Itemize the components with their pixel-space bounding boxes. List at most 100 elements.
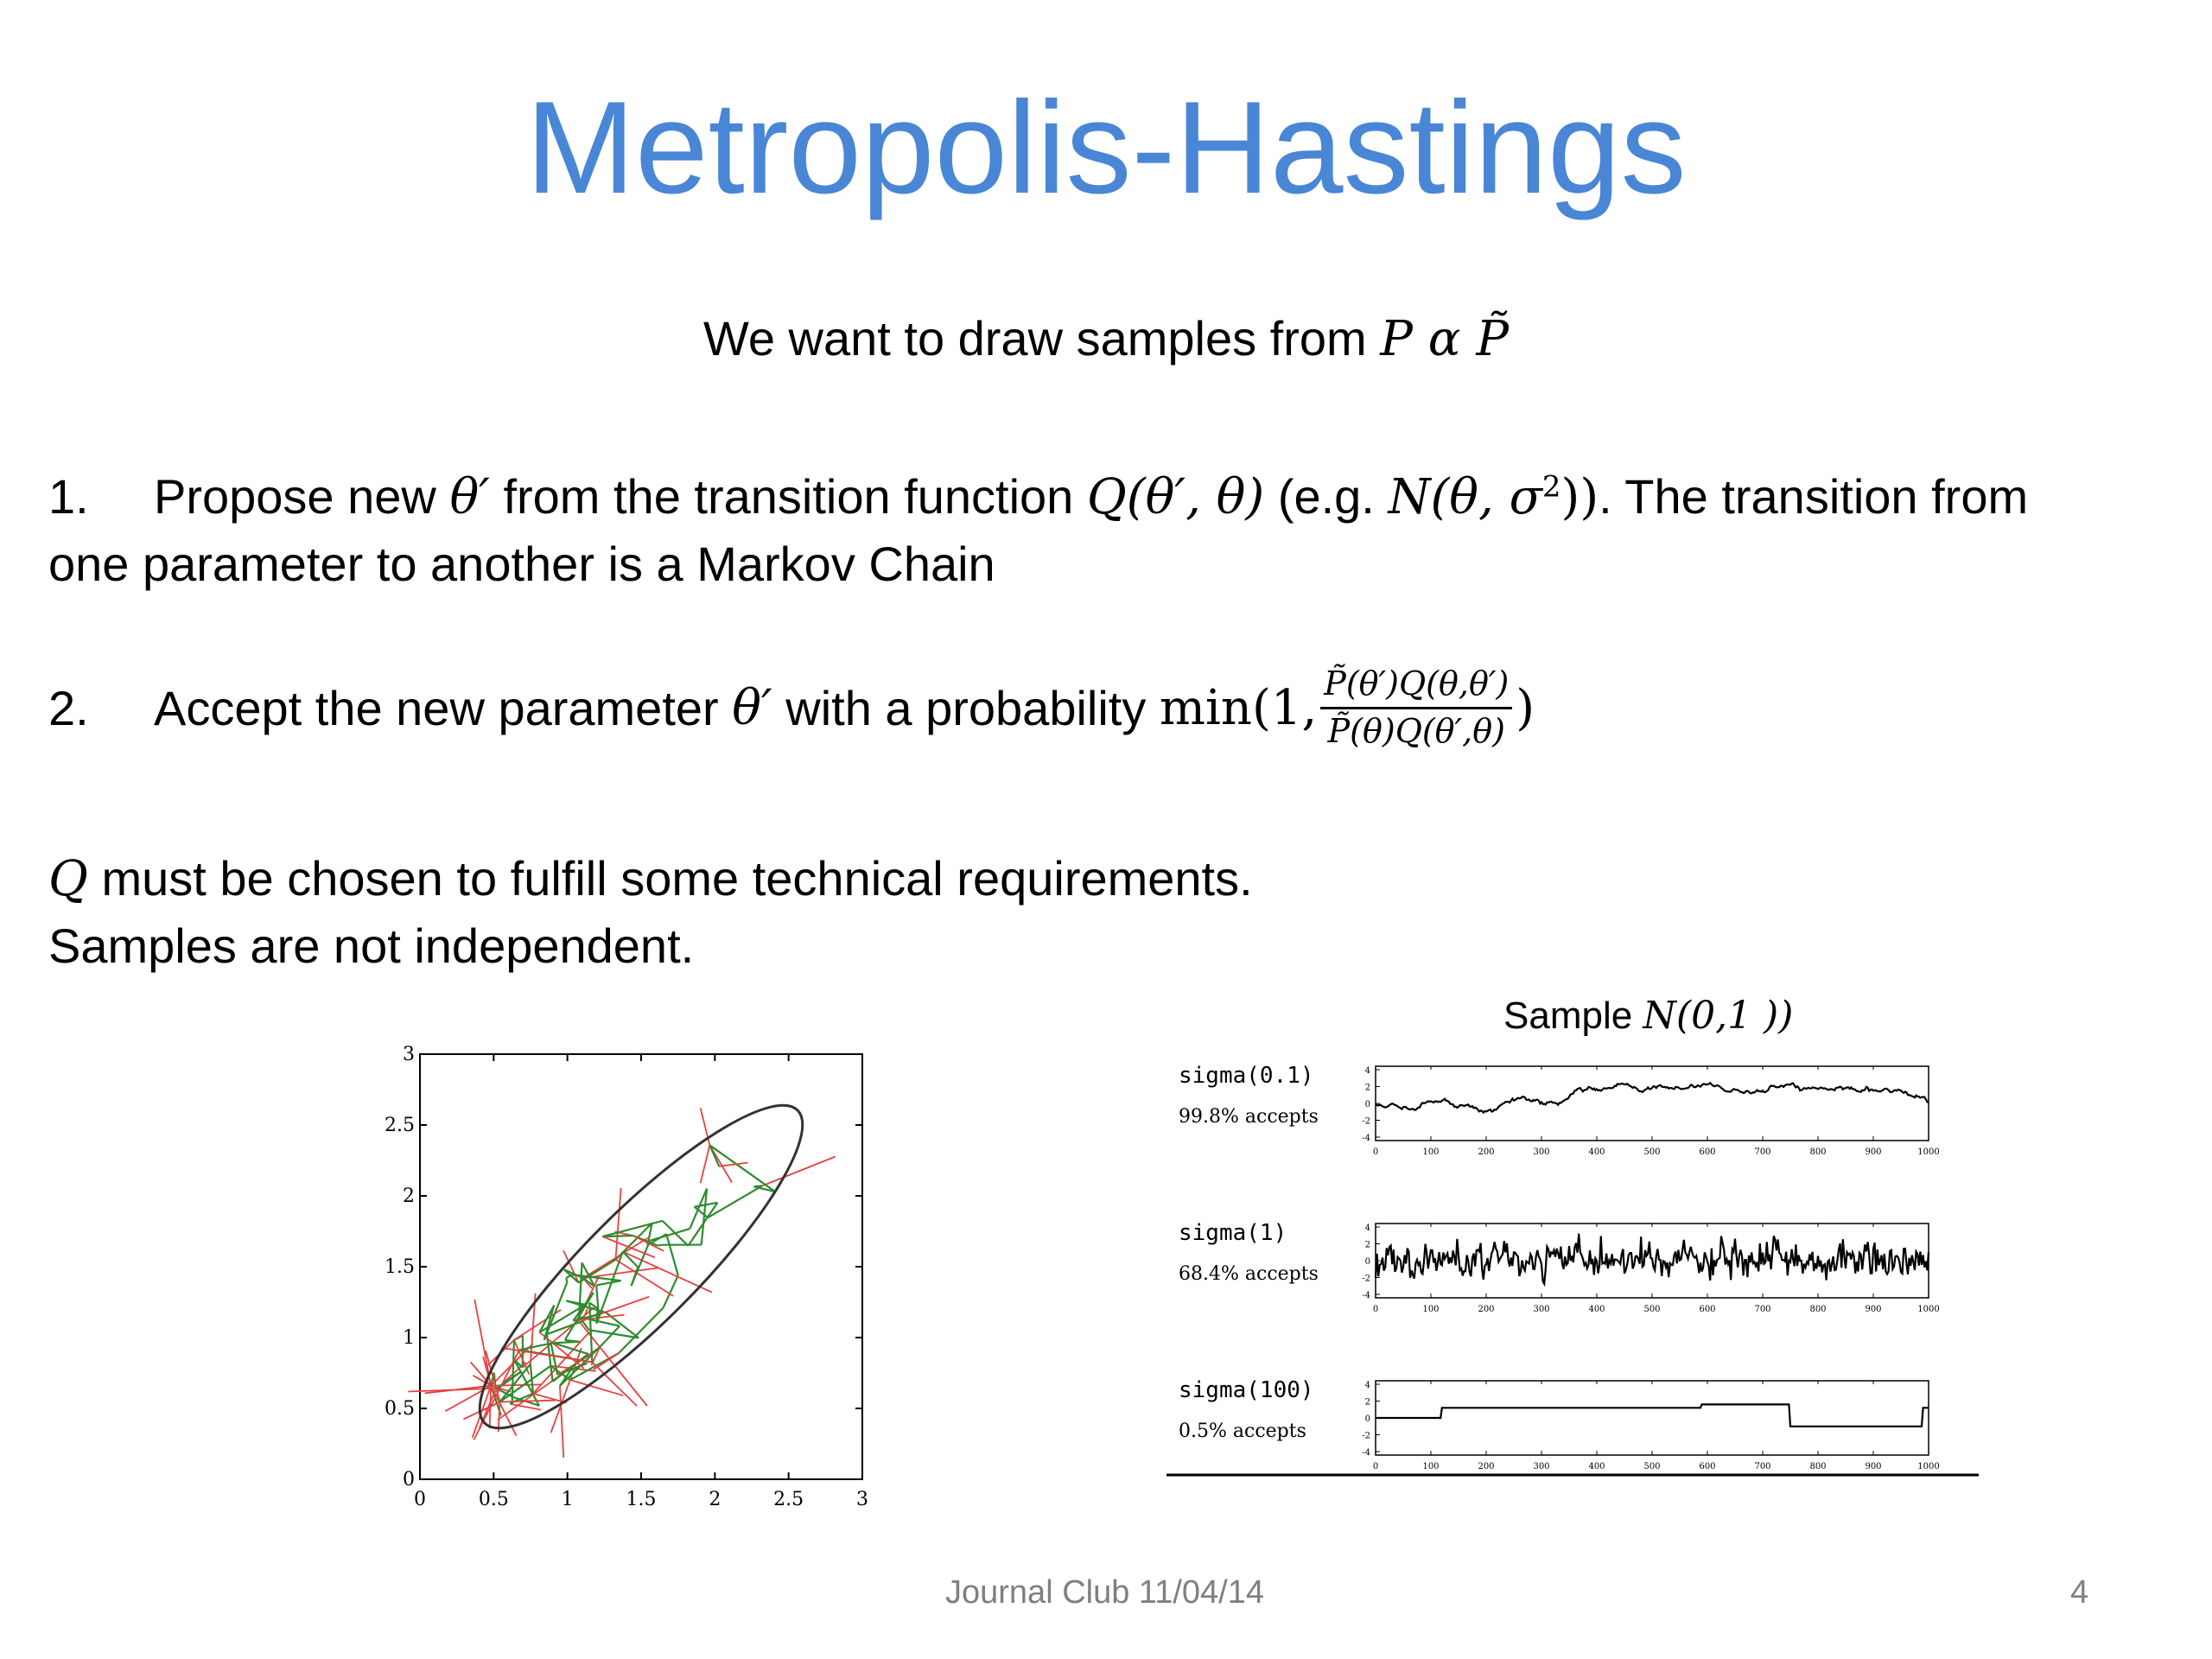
min-math: min(1, bbox=[1159, 679, 1318, 736]
trace-plot-2: 420-2-40 100 200 300 400 500 600 700 800 900 1000 bbox=[1362, 1223, 1940, 1314]
x-tick-label: 1000 bbox=[1917, 1462, 1939, 1471]
rejected-step bbox=[490, 1384, 512, 1393]
x-tick-label: 2.5 bbox=[773, 1489, 804, 1510]
accepted-step bbox=[694, 1201, 718, 1208]
y-tick-label: 0.5 bbox=[385, 1398, 415, 1420]
step-1: 1. Propose new θ′ from the transition fun… bbox=[48, 463, 2028, 598]
accepted-step bbox=[582, 1320, 590, 1331]
rejected-step bbox=[569, 1379, 624, 1396]
q-function-math: Q(θ′, θ) bbox=[1086, 469, 1265, 525]
trace-3-label: sigma(100) bbox=[1179, 1377, 1314, 1403]
accepted-step bbox=[552, 1340, 580, 1344]
normal-math: N(θ, σ bbox=[1388, 469, 1542, 525]
y-tick-label: 4 bbox=[1365, 1381, 1370, 1390]
accepted-step bbox=[709, 1144, 776, 1193]
rejected-step bbox=[614, 1259, 674, 1297]
accepted-step bbox=[687, 1202, 719, 1247]
accepted-step bbox=[588, 1329, 639, 1339]
note-2: Samples are not independent. bbox=[48, 918, 695, 974]
x-tick-label: 400 bbox=[1588, 1305, 1605, 1314]
x-tick-label: 500 bbox=[1643, 1305, 1660, 1314]
y-tick-label: 2 bbox=[1365, 1241, 1370, 1250]
x-tick-label: 200 bbox=[1478, 1147, 1494, 1157]
accepted-step bbox=[545, 1333, 554, 1382]
x-tick-label: 0 bbox=[1373, 1147, 1378, 1157]
target-contour-ellipse bbox=[478, 1103, 804, 1430]
trace-line bbox=[1374, 1233, 1930, 1287]
footer-date: Journal Club 11/04/14 bbox=[945, 1574, 1264, 1611]
accepted-step bbox=[538, 1304, 556, 1333]
x-tick-label: 0.5 bbox=[479, 1489, 509, 1510]
accepted-step bbox=[707, 1185, 763, 1219]
accepted-step bbox=[565, 1277, 569, 1283]
accepted-step bbox=[550, 1341, 589, 1356]
rejected-step bbox=[598, 1295, 650, 1316]
step-2-text-b: with a probability bbox=[785, 680, 1147, 735]
theta-prime-math: θ′ bbox=[449, 469, 490, 525]
y-tick-label: 0 bbox=[1365, 1100, 1370, 1109]
step-1-line-1: 1. Propose new θ′ from the transition fun… bbox=[48, 463, 2028, 531]
x-tick-label: 700 bbox=[1754, 1305, 1770, 1314]
y-tick-label: 2 bbox=[403, 1185, 415, 1207]
subtitle-math: P α P̃ bbox=[1380, 311, 1510, 367]
x-tick-label: 500 bbox=[1643, 1147, 1660, 1157]
step-1-number: 1. bbox=[48, 469, 89, 524]
x-tick-label: 500 bbox=[1643, 1462, 1660, 1471]
accepted-step bbox=[582, 1277, 595, 1287]
step-2-text-a: Accept the new parameter bbox=[154, 680, 719, 735]
trace-frame bbox=[1375, 1065, 1929, 1141]
accepted-step bbox=[753, 1185, 776, 1193]
note-1-text: must be chosen to fulfill some technical… bbox=[101, 851, 1253, 906]
accepted-step bbox=[618, 1306, 664, 1354]
accepted-step bbox=[581, 1262, 596, 1287]
accepted-step bbox=[499, 1363, 531, 1403]
notes: Q must be chosen to fulfill some technic… bbox=[48, 845, 1253, 980]
accepted-step bbox=[709, 1144, 721, 1167]
x-tick-label: 200 bbox=[1478, 1462, 1494, 1471]
x-tick-label: 800 bbox=[1809, 1462, 1826, 1471]
note-1: Q must be chosen to fulfill some technic… bbox=[48, 845, 1253, 912]
accepted-step bbox=[563, 1292, 594, 1341]
accepted-step bbox=[622, 1250, 639, 1268]
accepted-step bbox=[630, 1240, 652, 1287]
accepted-step bbox=[596, 1280, 621, 1287]
step-1-text-d: . The transition from bbox=[1599, 469, 2029, 524]
y-tick-label: 0 bbox=[1365, 1414, 1370, 1424]
rejected-step bbox=[563, 1249, 580, 1283]
accepted-step bbox=[588, 1302, 594, 1363]
rejected-step bbox=[484, 1401, 500, 1411]
rejected-step bbox=[538, 1332, 585, 1370]
step-1-text-a: Propose new bbox=[154, 469, 436, 524]
x-tick-label: 1.5 bbox=[626, 1489, 657, 1510]
rejected-step bbox=[614, 1187, 622, 1260]
trace-caption-text: Sample bbox=[1503, 995, 1633, 1037]
sigma-exponent: 2 bbox=[1541, 469, 1561, 505]
rejected-step bbox=[579, 1322, 601, 1348]
x-tick-label: 600 bbox=[1699, 1305, 1715, 1314]
step-1-text-c: (e.g. bbox=[1277, 469, 1375, 524]
y-tick-label: 0 bbox=[403, 1469, 415, 1491]
trace-line bbox=[1375, 1081, 1929, 1115]
accepted-step bbox=[518, 1342, 553, 1351]
y-tick-label: -4 bbox=[1362, 1134, 1370, 1143]
accepted-step bbox=[565, 1274, 574, 1279]
trace-frame bbox=[1375, 1380, 1929, 1456]
trace-caption: Sample N(0,1 )) bbox=[1503, 994, 1793, 1038]
x-tick-label: 700 bbox=[1754, 1147, 1770, 1157]
trace-caption-math: N(0,1 )) bbox=[1643, 994, 1794, 1038]
y-tick-label: 4 bbox=[1365, 1224, 1370, 1233]
accepted-step bbox=[588, 1301, 599, 1310]
step-2: 2. Accept the new parameter θ′ with a pr… bbox=[48, 664, 1535, 750]
acceptance-ratio: P̃(θ′)Q(θ,θ′) P̃(θ)Q(θ′,θ) bbox=[1320, 664, 1513, 750]
x-tick-label: 600 bbox=[1699, 1462, 1715, 1471]
subtitle: We want to draw samples from P α P̃ bbox=[0, 309, 2212, 368]
x-tick-label: 400 bbox=[1588, 1462, 1605, 1471]
rejected-step bbox=[532, 1331, 591, 1395]
random-walk-figure: 0 0.5 1 1.5 2 2.5 3 0 0.5 1 1.5 2 2.5 3 bbox=[380, 1044, 899, 1529]
rejected-step bbox=[473, 1349, 520, 1440]
accepted-step bbox=[662, 1274, 679, 1309]
rejected-step bbox=[582, 1267, 658, 1280]
trace-plot-3: 420-2-40 100 200 300 400 500 600 700 800 900 1000 bbox=[1362, 1380, 1940, 1471]
x-tick-label: 0 bbox=[414, 1489, 426, 1510]
rejected-step bbox=[622, 1250, 713, 1294]
